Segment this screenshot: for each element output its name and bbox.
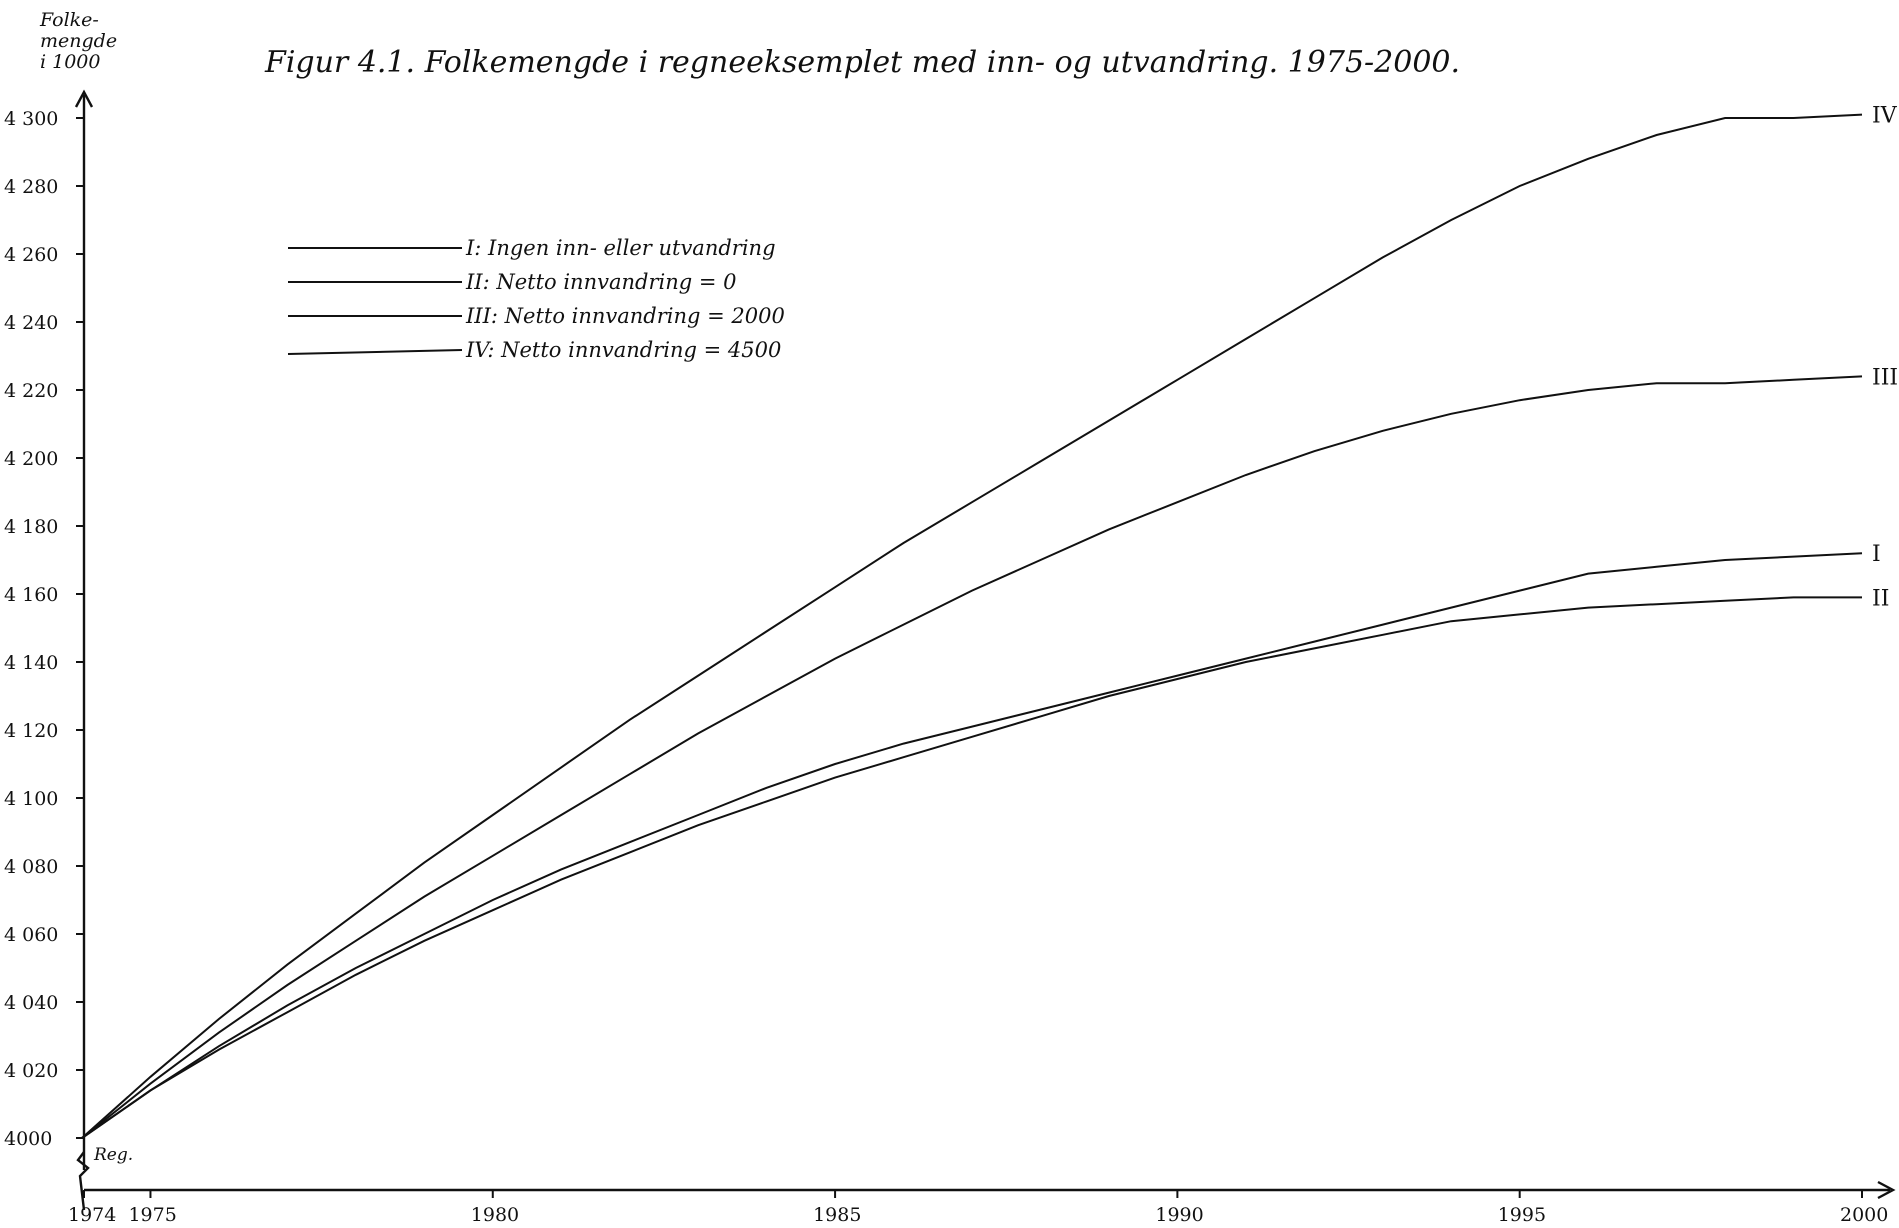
x-tick-label: 1995 xyxy=(1498,1204,1546,1226)
y-tick-label: 4 280 xyxy=(4,176,58,198)
legend: I: Ingen inn- eller utvandring II: Netto … xyxy=(287,236,785,362)
y-axis-break xyxy=(76,1151,90,1211)
legend-swatch-4 xyxy=(287,349,463,355)
series-end-label-1: I xyxy=(1872,542,1881,567)
y-tick-label: 4000 xyxy=(4,1128,52,1150)
y-tick-label: 4 040 xyxy=(4,992,58,1014)
y-tick-label: 4 060 xyxy=(4,924,58,946)
legend-entry-2: II: Netto innvandring = 0 xyxy=(465,270,737,294)
y-tick-label: 4 240 xyxy=(4,312,58,334)
y-tick-label: 4 220 xyxy=(4,380,58,402)
x-axis-arrow xyxy=(1877,1180,1896,1200)
y-tick-label: 4 160 xyxy=(4,584,58,606)
x-tick-label: 1980 xyxy=(471,1204,519,1226)
legend-entry-4: IV: Netto innvandring = 4500 xyxy=(465,338,781,362)
y-axis-title-line: mengde xyxy=(40,30,117,52)
y-tick-label: 4 080 xyxy=(4,856,58,878)
y-tick-label: 4 260 xyxy=(4,244,58,266)
axes: 4000 4 020 4 040 4 060 4 080 4 100 4 120 4 140 4… xyxy=(4,89,1896,1226)
y-tick-label: 4 300 xyxy=(4,108,58,130)
series-end-label-3: III xyxy=(1872,365,1898,390)
x-tick-label: 1974 xyxy=(68,1204,116,1226)
y-tick-label: 4 200 xyxy=(4,448,58,470)
y-axis-title-line: i 1000 xyxy=(40,51,100,73)
x-tick-label: 2000 xyxy=(1840,1204,1888,1226)
y-tick-label: 4 100 xyxy=(4,788,58,810)
legend-entry-1: I: Ingen inn- eller utvandring xyxy=(465,236,776,260)
y-tick-label: 4 180 xyxy=(4,516,58,538)
start-annotation: Reg. xyxy=(93,1145,133,1165)
series-end-label-2: II xyxy=(1872,586,1889,611)
y-axis-arrow xyxy=(74,89,94,108)
y-tick-label: 4 020 xyxy=(4,1060,58,1082)
y-tick-label: 4 140 xyxy=(4,652,58,674)
series-line-1 xyxy=(81,552,1863,1139)
y-axis-title: Folke-mengde i 1000 xyxy=(39,9,117,73)
y-axis-title-line: Folke- xyxy=(39,9,99,31)
chart-title: Figur 4.1. Folkemengde i regneeksemplet … xyxy=(264,45,1460,80)
y-tick-label: 4 120 xyxy=(4,720,58,742)
series-line-4 xyxy=(81,113,1863,1139)
x-tick-label: 1975 xyxy=(128,1204,176,1226)
series-end-label-4: IV xyxy=(1872,104,1898,129)
legend-entry-3: III: Netto innvandring = 2000 xyxy=(465,304,785,328)
series-line-2 xyxy=(81,596,1862,1139)
x-tick-label: 1985 xyxy=(813,1204,861,1226)
x-tick-label: 1990 xyxy=(1155,1204,1203,1226)
series-line-3 xyxy=(81,375,1863,1139)
